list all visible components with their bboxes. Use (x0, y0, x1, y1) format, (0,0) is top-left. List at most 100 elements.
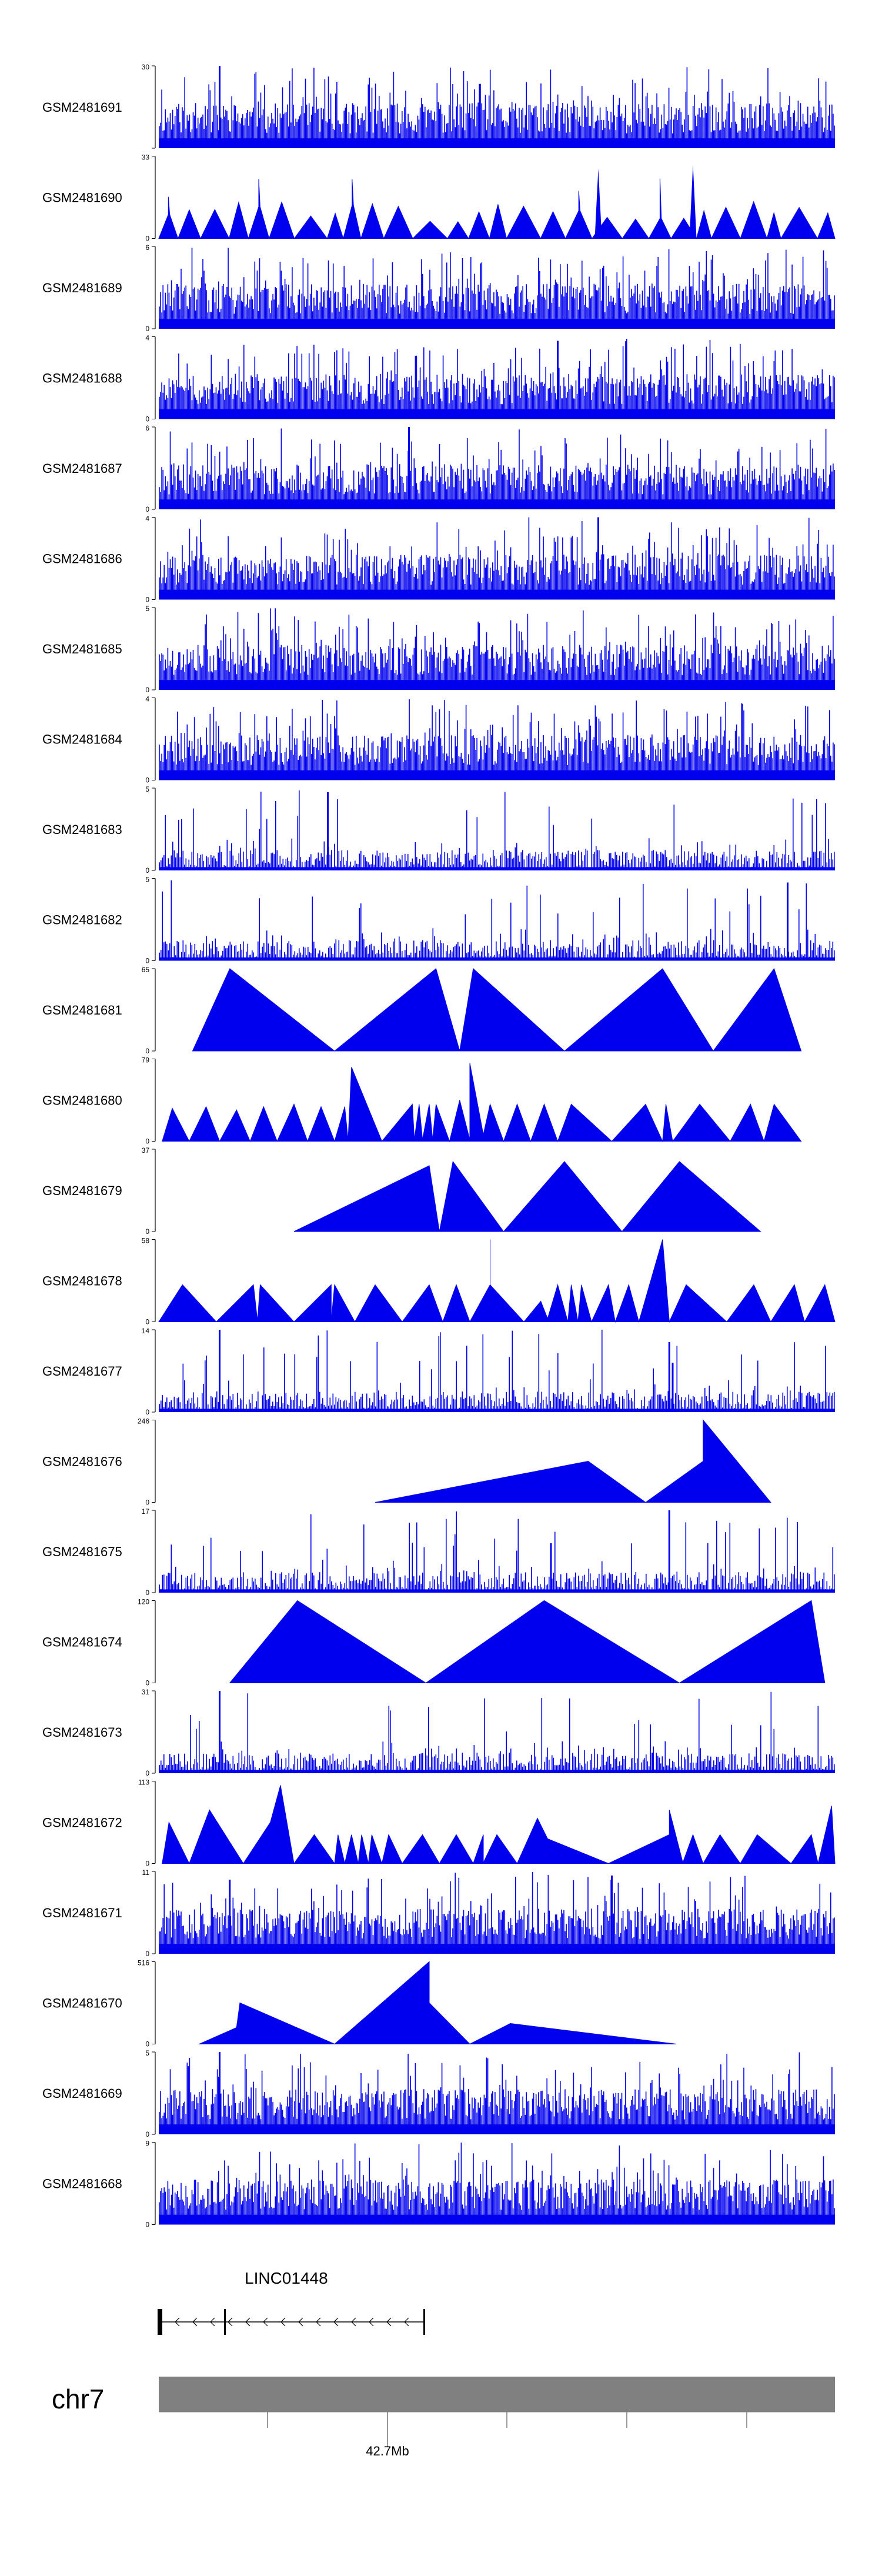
exon (224, 2309, 226, 2335)
y-axis-max-label: 14 (142, 1327, 150, 1335)
strand-chevron (369, 2317, 374, 2327)
strand-chevron (333, 2317, 339, 2327)
strand-chevron (386, 2317, 392, 2327)
y-axis-max-label: 4 (145, 334, 149, 342)
y-axis-max-label: 6 (145, 424, 149, 432)
track-GSM2481686: GSM2481686 4 0 (42, 515, 835, 604)
track-label: GSM2481688 (42, 371, 122, 386)
track-GSM2481677: GSM2481677 14 0 (42, 1327, 835, 1416)
track-label: GSM2481680 (42, 1093, 122, 1108)
track-label: GSM2481685 (42, 642, 122, 656)
signal-bars (159, 1330, 835, 1412)
y-axis-min-label: 0 (145, 235, 149, 243)
y-axis-max-label: 246 (138, 1417, 149, 1426)
y-axis-min-label: 0 (145, 1950, 149, 1958)
track-GSM2481671: GSM2481671 11 0 (42, 1868, 835, 1958)
y-axis-max-label: 30 (142, 63, 150, 71)
signal-baseline-fill (159, 2214, 835, 2225)
y-axis-max-label: 5 (145, 605, 149, 613)
y-axis-max-label: 31 (142, 1688, 150, 1696)
track-GSM2481687: GSM2481687 6 0 (42, 424, 835, 513)
track-label: GSM2481677 (42, 1364, 122, 1379)
track-GSM2481683: GSM2481683 5 0 (42, 785, 835, 875)
track-label: GSM2481672 (42, 1816, 122, 1830)
y-axis-min-label: 0 (145, 957, 149, 965)
strand-chevron (192, 2317, 198, 2327)
signal-baseline-fill (159, 770, 835, 780)
strand-chevron (228, 2317, 233, 2327)
track-label: GSM2481669 (42, 2086, 122, 2101)
y-axis-max-label: 6 (145, 243, 149, 252)
signal-baseline-fill (159, 319, 835, 329)
signal-bars (159, 517, 835, 600)
signal-baseline-fill (159, 1770, 835, 1773)
exon (158, 2309, 162, 2335)
y-axis-min-label: 0 (145, 866, 149, 875)
signal-bars (159, 790, 835, 870)
signal-bars (159, 2143, 835, 2225)
y-axis-max-label: 58 (142, 1237, 150, 1245)
track-label: GSM2481691 (42, 100, 122, 115)
signal-area (229, 1600, 826, 1684)
track-GSM2481670: GSM2481670 516 0 (42, 1959, 676, 2048)
y-axis-max-label: 9 (145, 2140, 149, 2148)
track-label: GSM2481676 (42, 1454, 122, 1469)
signal-tracks: GSM248169130GSM2481690330GSM248168960GSM… (42, 63, 836, 2229)
signal-bars (159, 880, 835, 961)
y-axis-max-label: 113 (138, 1778, 149, 1787)
track-GSM2481674: GSM2481674 120 0 (42, 1598, 826, 1687)
track-label: GSM2481673 (42, 1725, 122, 1740)
y-axis-max-label: 33 (142, 154, 150, 162)
gene-model (158, 2309, 425, 2335)
y-axis-min-label: 0 (145, 1860, 149, 1868)
y-axis-max-label: 5 (145, 876, 149, 884)
signal-baseline-fill (159, 589, 835, 600)
y-axis-max-label: 5 (145, 785, 149, 793)
signal-baseline-fill (159, 1589, 835, 1593)
y-axis-min-label: 0 (145, 1227, 149, 1236)
signal-area (375, 1419, 771, 1503)
y-axis-min-label: 0 (145, 686, 149, 694)
y-axis-max-label: 17 (142, 1507, 150, 1516)
chromosome-track: chr7 42.7Mb (52, 2377, 835, 2458)
track-label: GSM2481678 (42, 1274, 122, 1289)
track-GSM2481685: GSM2481685 5 0 (42, 605, 835, 694)
y-axis-min-label: 0 (145, 1499, 149, 1507)
signal-baseline-fill (159, 2124, 835, 2134)
signal-peak (689, 164, 697, 239)
signal-bars (159, 2052, 835, 2134)
y-axis-min-label: 0 (145, 1769, 149, 1777)
track-label: GSM2481684 (42, 732, 122, 747)
track-label: GSM2481687 (42, 461, 122, 476)
track-GSM2481690: GSM2481690 33 0 (42, 154, 836, 243)
chromosome-bar (159, 2377, 835, 2412)
y-axis-max-label: 79 (142, 1056, 150, 1065)
y-axis-min-label: 0 (145, 325, 149, 333)
signal-area (199, 1961, 676, 2045)
genomic-axis-ticks (159, 2411, 835, 2447)
y-axis-min-label: 0 (145, 776, 149, 785)
track-label: GSM2481668 (42, 2177, 122, 2191)
y-axis-max-label: 4 (145, 695, 149, 703)
signal-baseline-fill (159, 409, 835, 419)
strand-chevron (316, 2317, 321, 2327)
track-GSM2481673: GSM2481673 31 0 (42, 1688, 835, 1777)
signal-bars (159, 248, 835, 329)
strand-chevron (280, 2317, 286, 2327)
strand-chevron (175, 2317, 180, 2327)
signal-area (162, 1785, 836, 1865)
y-axis-max-label: 37 (142, 1146, 150, 1154)
exon (423, 2309, 425, 2335)
track-GSM2481681: GSM2481681 65 0 (42, 966, 802, 1055)
y-axis-max-label: 11 (142, 1868, 150, 1877)
track-label: GSM2481679 (42, 1183, 122, 1198)
track-label: GSM2481690 (42, 191, 122, 205)
track-GSM2481678: GSM2481678 58 0 (42, 1237, 836, 1326)
gene-label: LINC01448 (245, 2269, 328, 2287)
signal-bars (159, 67, 835, 148)
track-label: GSM2481683 (42, 822, 122, 837)
track-GSM2481668: GSM2481668 9 0 (42, 2140, 835, 2229)
y-axis-max-label: 120 (138, 1598, 149, 1606)
signal-area (158, 1239, 836, 1323)
track-label: GSM2481681 (42, 1003, 122, 1017)
